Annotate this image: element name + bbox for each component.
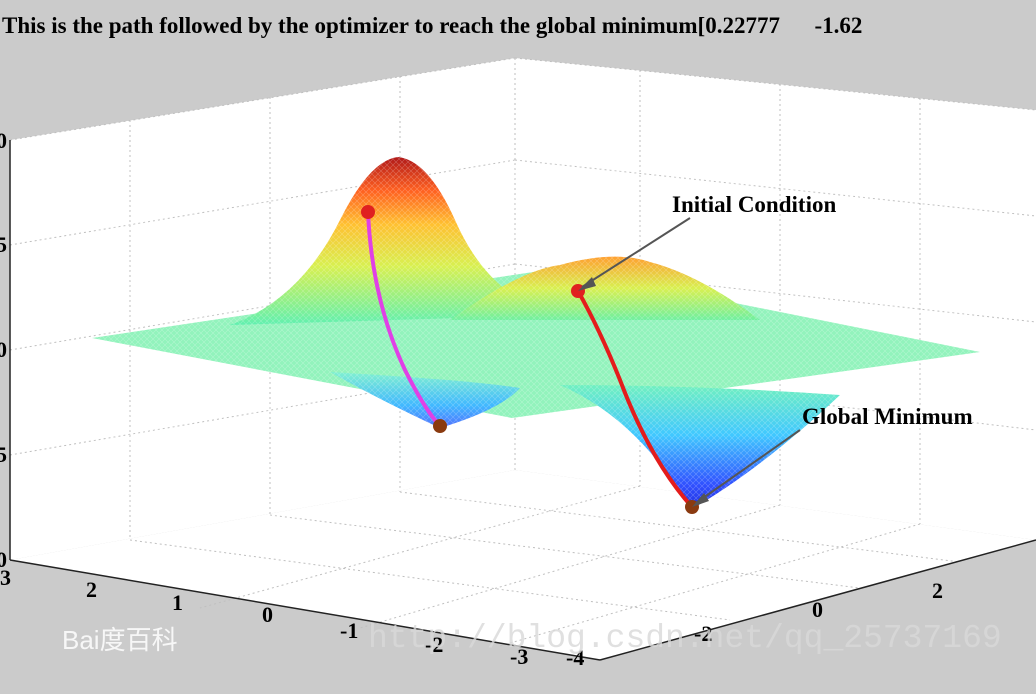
z-tick-label: 0 xyxy=(0,547,7,572)
initial-condition-arrow xyxy=(581,217,691,288)
optimizer-path-red xyxy=(576,290,694,509)
end-marker-left xyxy=(433,419,447,433)
csdn-url-watermark: http://blog.csdn.net/qq_25737169 xyxy=(368,620,1002,657)
optimizer-path-magenta xyxy=(366,211,442,428)
start-marker-left xyxy=(361,205,375,219)
z-tick-label: 5 xyxy=(0,232,7,257)
x-tick-label: -2 xyxy=(425,632,443,657)
surface-mesh xyxy=(92,150,982,520)
axis-lines xyxy=(9,140,1036,661)
y-tick-label: 0 xyxy=(812,597,823,622)
x-tick-label: -1 xyxy=(340,618,358,643)
y-tick-label: 2 xyxy=(932,578,943,603)
global-minimum-arrowhead xyxy=(692,493,709,507)
annotations: Initial Condition Global Minimum xyxy=(578,192,973,507)
baidu-watermark: Bai度百科 xyxy=(62,625,178,655)
z-tick-label: 0 xyxy=(0,128,7,153)
x-tick-label: 0 xyxy=(262,602,273,627)
y-tick-label: -4 xyxy=(566,645,584,670)
global-minimum-label: Global Minimum xyxy=(802,404,973,429)
initial-condition-arrowhead xyxy=(578,277,596,291)
y-tick-label: -2 xyxy=(694,621,712,646)
surface xyxy=(92,150,982,520)
z-tick-label: 0 xyxy=(0,337,7,362)
initial-condition-label: Initial Condition xyxy=(672,192,836,217)
x-tick-label: -3 xyxy=(510,644,528,669)
x-tick-label: 1 xyxy=(172,590,183,615)
z-tick-label-top: 3 xyxy=(0,565,11,590)
global-minimum-arrow xyxy=(695,429,801,504)
x-tick-label: 2 xyxy=(86,577,97,602)
chart-title: This is the path followed by the optimiz… xyxy=(2,13,863,38)
z-tick-label: 5 xyxy=(0,442,7,467)
tick-labels: 0 5 0 5 0 3 -3 -2 -1 0 1 2 -4 -2 0 2 xyxy=(0,128,943,670)
